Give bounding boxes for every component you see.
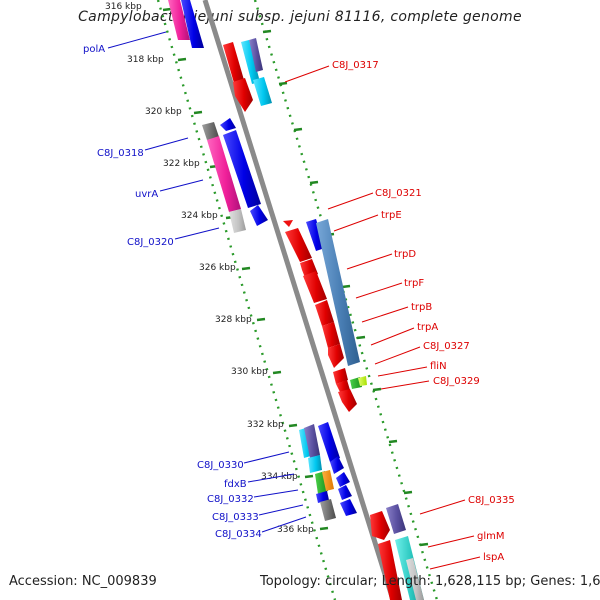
right-label-glmM[interactable]: glmM (477, 531, 505, 542)
gene-c8j-0317-block[interactable] (223, 38, 272, 112)
left-label-c8j-0330[interactable]: C8J_0330 (197, 460, 244, 471)
right-label-fliN[interactable]: fliN (430, 361, 447, 372)
right-label-trpB[interactable]: trpB (411, 302, 432, 313)
kbp-label-336: 336 kbp (277, 525, 314, 535)
right-label-lspA[interactable]: lspA (483, 552, 504, 563)
right-label-c8j-0317[interactable]: C8J_0317 (332, 60, 379, 71)
kbp-label-326: 326 kbp (199, 263, 236, 273)
right-label-c8j-0321[interactable]: C8J_0321 (375, 188, 422, 199)
right-label-trpF[interactable]: trpF (404, 278, 424, 289)
left-label-c8j-0334[interactable]: C8J_0334 (215, 529, 262, 540)
kbp-label-330: 330 kbp (231, 367, 268, 377)
left-label-polA[interactable]: polA (83, 44, 105, 55)
kbp-label-328: 328 kbp (215, 315, 252, 325)
tick-marks (162, 7, 429, 547)
right-label-trpD[interactable]: trpD (394, 249, 416, 260)
gene-poIA-block[interactable] (168, 0, 204, 48)
right-gene-labels: C8J_0317 C8J_0321 trpE trpD trpF trpB tr… (284, 60, 515, 570)
kbp-label-318: 318 kbp (127, 55, 164, 65)
kbp-label-322: 322 kbp (163, 159, 200, 169)
right-label-trpA[interactable]: trpA (417, 322, 438, 333)
left-label-c8j-0332[interactable]: C8J_0332 (207, 494, 254, 505)
kbp-label-324: 324 kbp (181, 211, 218, 221)
gene-c8j-0335-block[interactable] (370, 504, 424, 600)
right-label-c8j-0329[interactable]: C8J_0329 (433, 376, 480, 387)
gene-trp-operon-block[interactable] (283, 219, 367, 412)
gene-c8j-0318-uvrA-block[interactable] (202, 118, 268, 233)
kbp-label-332: 332 kbp (247, 420, 284, 430)
left-label-c8j-0320[interactable]: C8J_0320 (127, 237, 174, 248)
kbp-label-316: 316 kbp (105, 2, 142, 12)
accession-text: Accession: NC_009839 (9, 574, 157, 589)
genome-summary-text: Topology: circular; Length: 1,628,115 bp… (260, 574, 600, 589)
left-label-c8j-0318[interactable]: C8J_0318 (97, 148, 144, 159)
left-label-fdxB[interactable]: fdxB (224, 479, 247, 490)
right-label-c8j-0327[interactable]: C8J_0327 (423, 341, 470, 352)
right-label-c8j-0335[interactable]: C8J_0335 (468, 495, 515, 506)
kbp-tick-labels: 316 kbp 318 kbp 320 kbp 322 kbp 324 kbp … (105, 2, 314, 535)
kbp-label-320: 320 kbp (145, 107, 182, 117)
left-label-uvrA[interactable]: uvrA (135, 189, 158, 200)
left-gene-labels: polA C8J_0318 uvrA C8J_0320 C8J_0330 fdx… (83, 31, 307, 540)
gene-c8j-0330-block[interactable] (299, 422, 357, 521)
left-label-c8j-0333[interactable]: C8J_0333 (212, 512, 259, 523)
genome-backbone (202, 0, 396, 600)
left-outer-guide (156, 0, 337, 600)
right-label-trpE[interactable]: trpE (381, 210, 402, 221)
